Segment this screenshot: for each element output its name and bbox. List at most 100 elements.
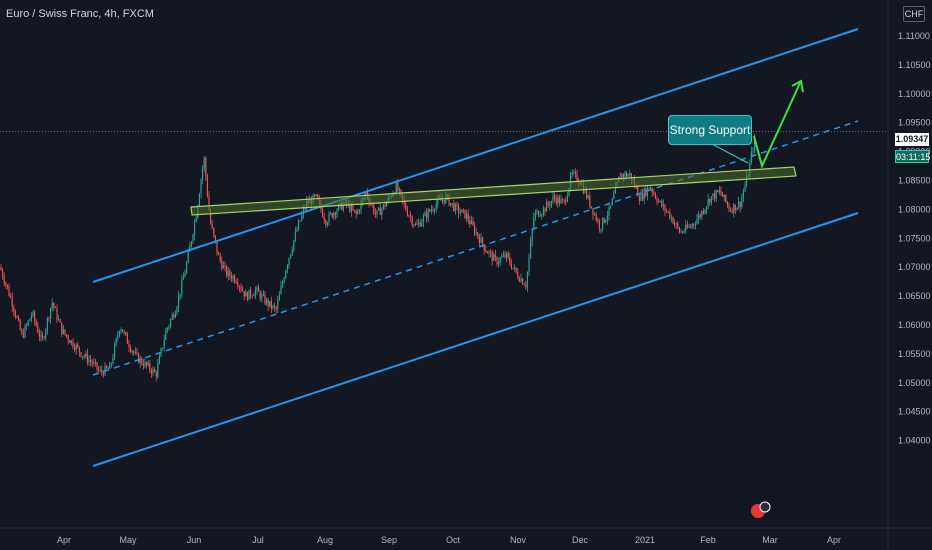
x-tick-label: Aug [317, 535, 333, 545]
candle-body [656, 198, 658, 202]
candle-body [102, 372, 104, 376]
candle-body [517, 272, 519, 279]
candle-body [267, 299, 269, 307]
candle-body [291, 249, 293, 255]
candle-body [701, 211, 703, 217]
strong-support-callout[interactable]: Strong Support [668, 115, 752, 145]
candle-body [158, 356, 160, 364]
candle-body [734, 204, 736, 211]
candle-body [688, 226, 690, 228]
candle-body [560, 199, 562, 204]
candle-body [680, 231, 682, 233]
candle-body [590, 206, 592, 208]
candle-body [19, 320, 21, 330]
candle-body [483, 244, 485, 251]
candle-body [653, 192, 655, 194]
candle-body [222, 265, 224, 269]
candle-body [637, 187, 639, 197]
candle-body [149, 363, 151, 371]
candle-body [638, 196, 640, 201]
candle-body [707, 199, 709, 207]
candle-body [587, 195, 589, 198]
candle-body [658, 201, 660, 202]
candle-body [165, 330, 167, 340]
candle-body [622, 173, 624, 177]
candle-body [437, 198, 439, 204]
candle-body [696, 219, 698, 225]
candle-body [301, 214, 303, 221]
candle-body [646, 187, 648, 196]
candle-body [184, 273, 186, 278]
candle-body [38, 332, 40, 337]
candle-body [246, 292, 248, 300]
candle-body [451, 203, 453, 204]
candle-body [195, 217, 197, 223]
currency-badge[interactable]: CHF [903, 6, 925, 22]
candle-body [384, 204, 386, 207]
candle-body [350, 205, 352, 212]
y-tick-label: 1.11000 [898, 31, 930, 41]
candle-body [43, 337, 45, 339]
candle-body [605, 219, 607, 223]
candle-body [46, 318, 48, 330]
candle-body [739, 201, 741, 208]
candle-body [299, 220, 301, 222]
candle-body [275, 307, 277, 310]
candle-body [669, 212, 671, 219]
candle-body [254, 290, 256, 296]
candle-body [261, 294, 263, 299]
candle-body [522, 278, 524, 285]
candle-body [456, 204, 458, 207]
candle-body [40, 335, 42, 337]
candle-body [592, 207, 594, 215]
candle-body [518, 278, 520, 282]
candle-body [82, 356, 84, 358]
candle-body [464, 209, 466, 219]
candle-body [317, 194, 319, 200]
candle-body [286, 265, 288, 271]
candle-body [515, 267, 517, 273]
candle-body [352, 205, 354, 211]
candle-body [154, 369, 156, 372]
candle-body [534, 212, 536, 218]
candle-body [315, 194, 317, 197]
candle-body [461, 209, 463, 213]
candle-body [3, 277, 5, 284]
candle-body [373, 205, 375, 214]
candle-body [424, 212, 426, 216]
candle-body [152, 369, 154, 374]
candle-body [98, 369, 100, 371]
candle-body [539, 215, 541, 217]
candle-body [266, 299, 268, 304]
candle-body [8, 287, 10, 296]
candle-body [176, 307, 178, 314]
candle-body [630, 173, 632, 181]
candle-body [50, 308, 52, 319]
candle-body [510, 263, 512, 269]
candle-body [325, 220, 327, 226]
candle-body [549, 204, 551, 206]
candle-body [470, 220, 472, 224]
y-tick-label: 1.07500 [898, 233, 931, 243]
candle-body [477, 232, 479, 237]
candle-body [277, 300, 279, 310]
candle-body [354, 210, 356, 212]
candle-body [504, 254, 506, 258]
y-tick-label: 1.04000 [898, 436, 931, 446]
candle-body [554, 196, 556, 199]
candle-body [106, 365, 108, 369]
candle-body [544, 208, 546, 212]
candle-body [614, 186, 616, 194]
candle-body [221, 260, 223, 269]
candle-body [712, 193, 714, 197]
candle-body [125, 331, 127, 334]
candle-body [237, 282, 239, 287]
candle-body [502, 254, 504, 257]
candle-body [478, 236, 480, 243]
candle-body [298, 221, 300, 230]
candle-body [698, 214, 700, 220]
candle-body [146, 361, 148, 366]
candle-body [272, 305, 274, 309]
candle-body [96, 362, 98, 370]
